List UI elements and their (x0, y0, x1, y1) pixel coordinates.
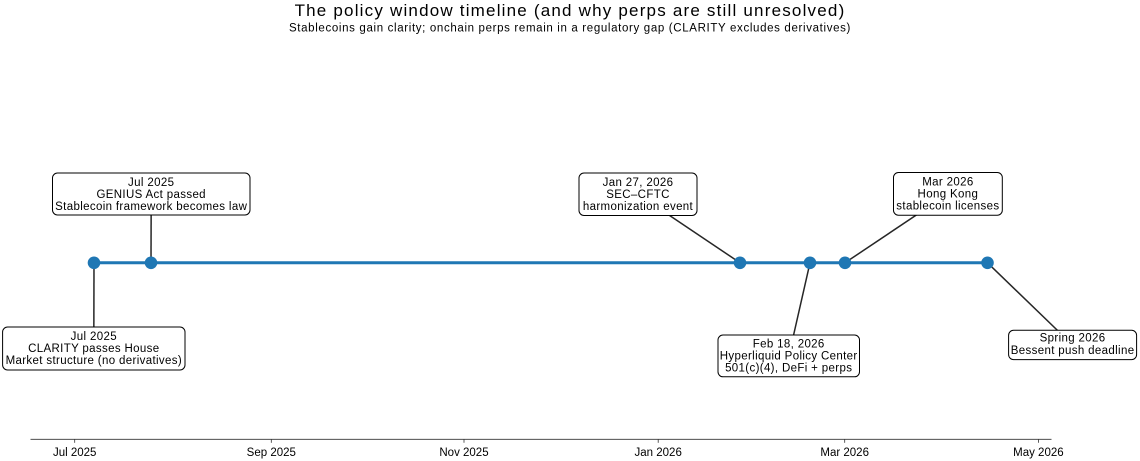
svg-text:Hong Kong: Hong Kong (918, 188, 979, 200)
svg-text:501(c)(4), DeFi + perps: 501(c)(4), DeFi + perps (725, 363, 852, 375)
svg-text:May 2026: May 2026 (1013, 447, 1064, 459)
svg-text:Sep 2025: Sep 2025 (247, 447, 296, 459)
svg-text:Stablecoins gain clarity; onch: Stablecoins gain clarity; onchain perps … (289, 23, 851, 35)
svg-text:Jul 2025: Jul 2025 (128, 177, 174, 189)
svg-text:Spring 2026: Spring 2026 (1040, 332, 1106, 344)
svg-text:Bessent push deadline: Bessent push deadline (1011, 345, 1135, 357)
svg-text:Jul 2025: Jul 2025 (53, 447, 96, 459)
svg-text:The policy window timeline (an: The policy window timeline (and why perp… (295, 1, 846, 20)
svg-text:SEC–CFTC: SEC–CFTC (606, 189, 670, 201)
svg-text:Stablecoin framework becomes l: Stablecoin framework becomes law (55, 201, 247, 213)
svg-text:Mar 2026: Mar 2026 (922, 177, 973, 189)
svg-text:Jan 2026: Jan 2026 (635, 447, 682, 459)
svg-text:Market structure (no derivativ: Market structure (no derivatives) (6, 355, 182, 367)
svg-text:GENIUS Act passed: GENIUS Act passed (96, 189, 206, 201)
svg-text:harmonization event: harmonization event (583, 201, 694, 213)
svg-text:Jan 27, 2026: Jan 27, 2026 (603, 177, 674, 189)
svg-text:Mar 2026: Mar 2026 (820, 447, 869, 459)
svg-text:stablecoin licenses: stablecoin licenses (896, 200, 999, 212)
svg-text:Nov 2025: Nov 2025 (439, 447, 488, 459)
svg-text:Hyperliquid Policy Center: Hyperliquid Policy Center (720, 351, 858, 363)
svg-text:Feb 18, 2026: Feb 18, 2026 (753, 339, 825, 351)
svg-text:Jul 2025: Jul 2025 (71, 331, 117, 343)
svg-text:CLARITY passes House: CLARITY passes House (28, 343, 159, 355)
